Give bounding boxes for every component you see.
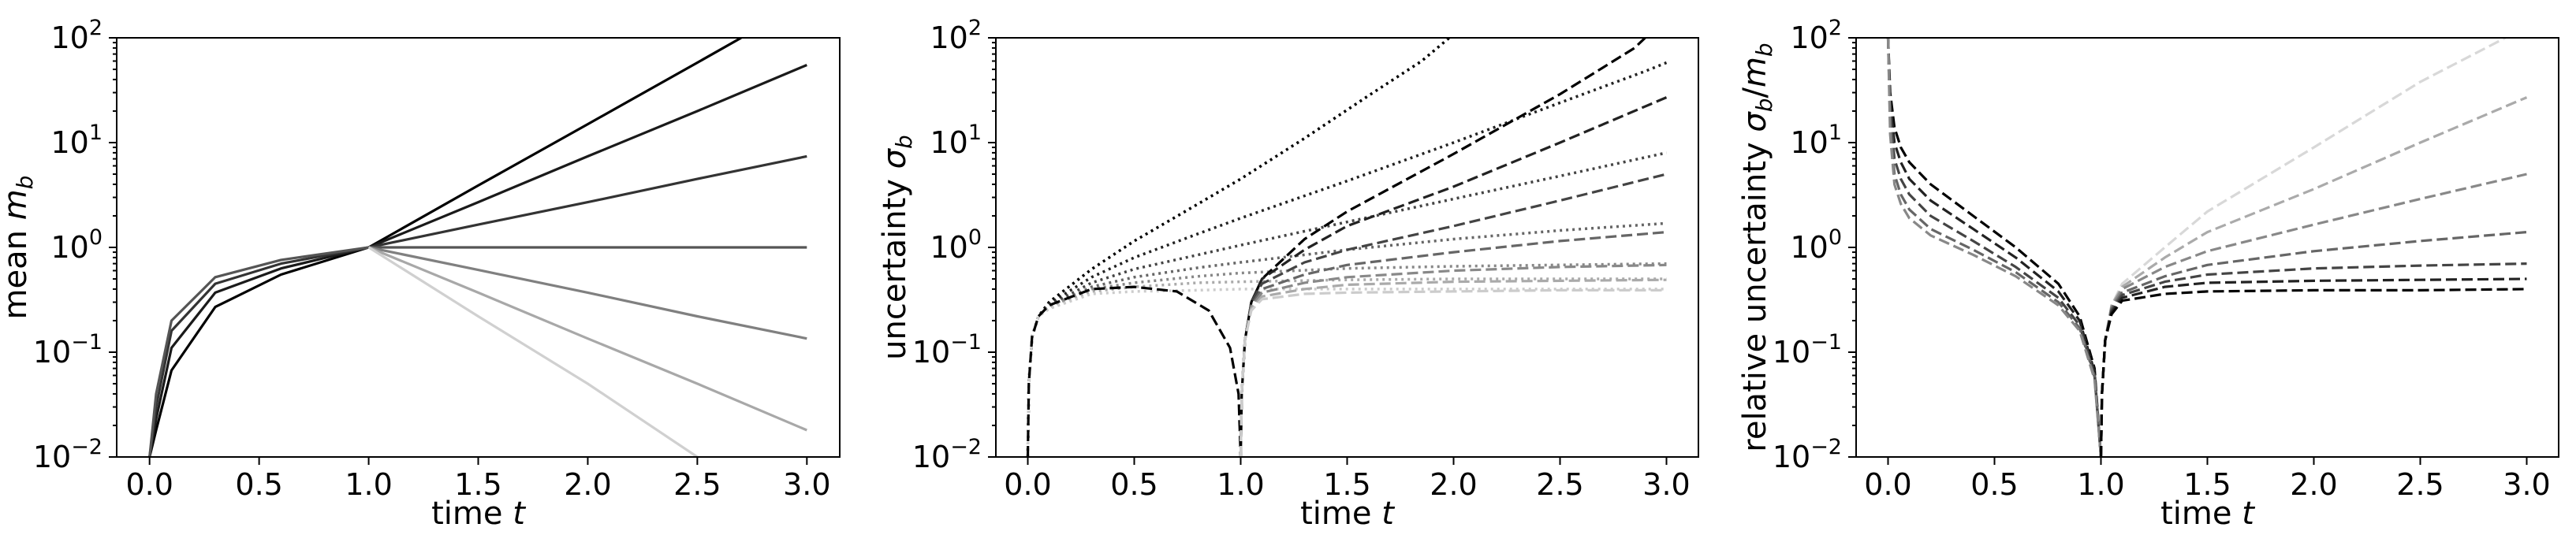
panel-mean: 0.0 0.5 1.0 1.5 2.0 2.5 3.0 10−2 10−1 100 101 102 ti… bbox=[0, 16, 841, 532]
series-line-1 bbox=[148, 38, 742, 457]
series-line-8 bbox=[2099, 173, 2527, 457]
x-tick-label: 1.5 bbox=[1323, 467, 1370, 502]
y-tick-label: 10−1 bbox=[912, 330, 982, 370]
x-tick-label: 2.5 bbox=[673, 467, 721, 502]
series-line-5 bbox=[1886, 38, 2103, 457]
y-tick-label: 102 bbox=[930, 16, 982, 55]
y-tick-label: 10−1 bbox=[33, 330, 103, 370]
x-tick-label: 0.5 bbox=[1970, 467, 2018, 502]
y-tick-label: 100 bbox=[50, 225, 103, 265]
x-tick-label: 2.5 bbox=[2396, 467, 2444, 502]
x-tick-label: 1.0 bbox=[345, 467, 392, 502]
series-line-9 bbox=[1239, 96, 1668, 457]
x-tick-label: 1.0 bbox=[2077, 467, 2124, 502]
y-axis-label: uncertainty σb bbox=[877, 135, 917, 360]
x-tick-label: 1.5 bbox=[2183, 467, 2231, 502]
series-line-6 bbox=[367, 246, 807, 432]
y-tick-label: 100 bbox=[930, 225, 982, 265]
series-line-13 bbox=[1239, 278, 1667, 457]
series-line-9 bbox=[2099, 231, 2527, 457]
x-axis-label: time t bbox=[1300, 496, 1395, 532]
panel-relative-uncertainty: 0.0 0.5 1.0 1.5 2.0 2.5 3.0 10−2 10−1 100 101 102 ti… bbox=[1737, 16, 2559, 532]
y-tick-label: 10−2 bbox=[33, 435, 103, 474]
x-tick-label: 3.0 bbox=[1642, 467, 1690, 502]
y-tick-label: 10−1 bbox=[1773, 330, 1842, 370]
x-tick-label: 0.0 bbox=[1004, 467, 1051, 502]
series-line-8 bbox=[1026, 38, 1646, 457]
series-line-12 bbox=[2099, 288, 2527, 457]
x-tick-label: 2.5 bbox=[1536, 467, 1583, 502]
x-tick-label: 3.0 bbox=[783, 467, 830, 502]
y-axis-label: mean mb bbox=[0, 176, 38, 320]
y-tick-label: 102 bbox=[1790, 16, 1842, 55]
series-line-2 bbox=[1886, 38, 2103, 457]
series-group bbox=[1026, 38, 1668, 457]
y-tick-label: 100 bbox=[1790, 225, 1842, 265]
series-line-11 bbox=[2099, 277, 2527, 457]
series-line-12 bbox=[1239, 263, 1667, 457]
x-tick-label: 1.5 bbox=[454, 467, 501, 502]
x-tick-label: 0.0 bbox=[1864, 467, 1911, 502]
series-group bbox=[1886, 38, 2528, 457]
series-line-3 bbox=[1886, 38, 2103, 457]
series-line-7 bbox=[367, 246, 699, 457]
series-line-3 bbox=[148, 154, 807, 457]
panel-uncertainty: 0.0 0.5 1.0 1.5 2.0 2.5 3.0 10−2 10−1 100 101 102 ti… bbox=[877, 16, 1699, 532]
series-line-11 bbox=[1239, 231, 1667, 457]
series-line-4 bbox=[1886, 38, 2103, 457]
x-axis-label: time t bbox=[2160, 496, 2255, 532]
x-tick-label: 2.0 bbox=[2290, 467, 2337, 502]
series-line-10 bbox=[1239, 173, 1667, 457]
series-line-2 bbox=[1026, 61, 1668, 457]
x-tick-label: 2.0 bbox=[564, 467, 611, 502]
y-tick-label: 102 bbox=[50, 16, 103, 55]
y-tick-label: 101 bbox=[50, 121, 103, 160]
series-line-4 bbox=[148, 246, 807, 457]
y-tick-label: 10−2 bbox=[912, 435, 982, 474]
series-line-10 bbox=[2099, 262, 2527, 457]
y-tick-label: 10−2 bbox=[1773, 435, 1842, 474]
x-tick-label: 3.0 bbox=[2503, 467, 2550, 502]
plot-frame bbox=[1855, 37, 2559, 458]
x-tick-label: 2.0 bbox=[1430, 467, 1477, 502]
x-tick-label: 1.0 bbox=[1217, 467, 1264, 502]
series-line-6 bbox=[2099, 38, 2507, 457]
series-line-1 bbox=[1886, 38, 2103, 457]
series-line-6 bbox=[1026, 277, 1667, 457]
x-axis-label: time t bbox=[431, 496, 526, 532]
x-tick-label: 0.5 bbox=[235, 467, 282, 502]
series-line-5 bbox=[1026, 262, 1667, 457]
x-tick-label: 0.5 bbox=[1110, 467, 1158, 502]
series-line-2 bbox=[148, 64, 807, 457]
plot-frame bbox=[995, 37, 1699, 458]
series-line-14 bbox=[1239, 288, 1667, 457]
x-tick-label: 0.0 bbox=[125, 467, 173, 502]
series-line-7 bbox=[2099, 96, 2528, 457]
series-line-5 bbox=[368, 246, 807, 340]
series-line-4 bbox=[1026, 221, 1667, 457]
y-axis-label: relative uncertainty σb/mb bbox=[1737, 43, 1777, 451]
series-line-7 bbox=[1026, 288, 1667, 457]
series-group bbox=[148, 38, 807, 457]
y-tick-label: 101 bbox=[930, 121, 982, 160]
y-tick-label: 101 bbox=[1790, 121, 1842, 160]
